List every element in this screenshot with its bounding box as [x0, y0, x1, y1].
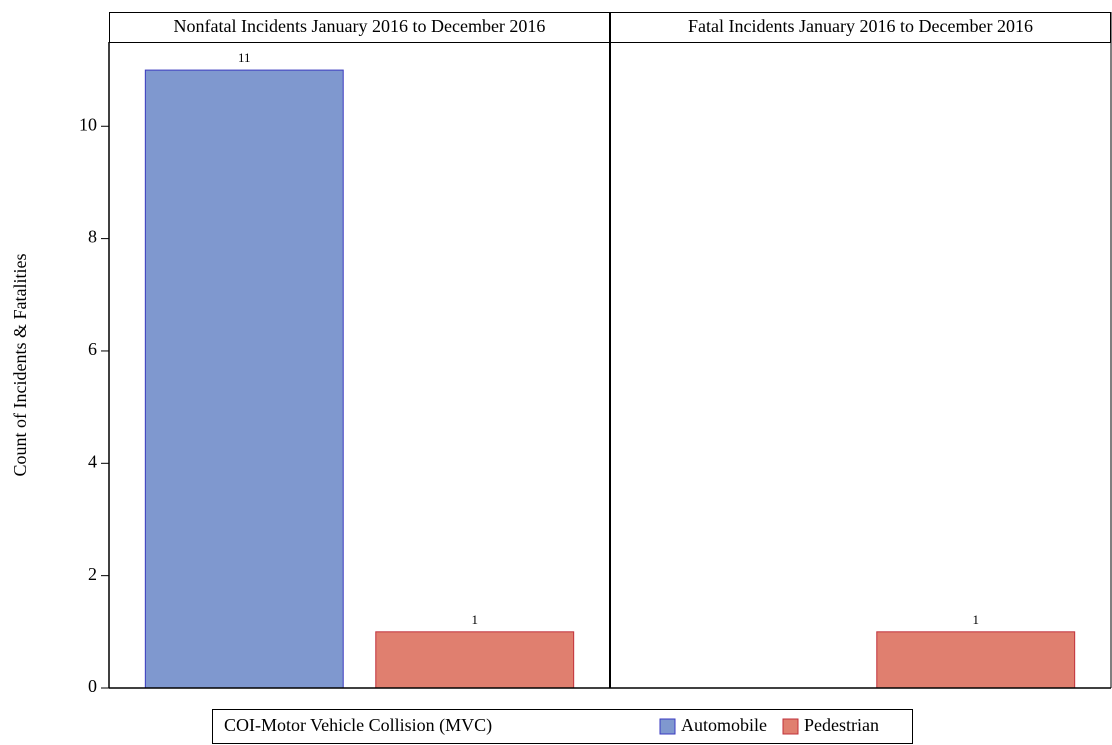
bar [876, 631, 1076, 689]
panel-header [109, 12, 610, 43]
panel-title: Nonfatal Incidents January 2016 to Decem… [174, 16, 546, 36]
panel-title: Fatal Incidents January 2016 to December… [688, 16, 1033, 36]
legend-swatch [782, 718, 799, 735]
legend-title: COI-Motor Vehicle Collision (MVC) [224, 715, 492, 736]
y-tick-label: 8 [88, 227, 97, 247]
bar [144, 69, 344, 689]
y-tick-label: 2 [88, 564, 97, 584]
legend-label: Automobile [681, 715, 767, 735]
legend-label: Pedestrian [804, 715, 879, 735]
value-label: 1 [972, 612, 979, 627]
y-axis-label: Count of Incidents & Fatalities [10, 254, 30, 477]
value-label: 11 [238, 50, 251, 65]
y-tick-label: 10 [79, 114, 97, 134]
panel-header [610, 12, 1111, 43]
legend-box [212, 709, 913, 744]
y-tick-label: 0 [88, 676, 97, 696]
legend-swatch [659, 718, 676, 735]
y-tick-label: 4 [88, 451, 97, 471]
y-tick-label: 6 [88, 339, 97, 359]
bar [375, 631, 575, 689]
value-label: 1 [471, 612, 478, 627]
